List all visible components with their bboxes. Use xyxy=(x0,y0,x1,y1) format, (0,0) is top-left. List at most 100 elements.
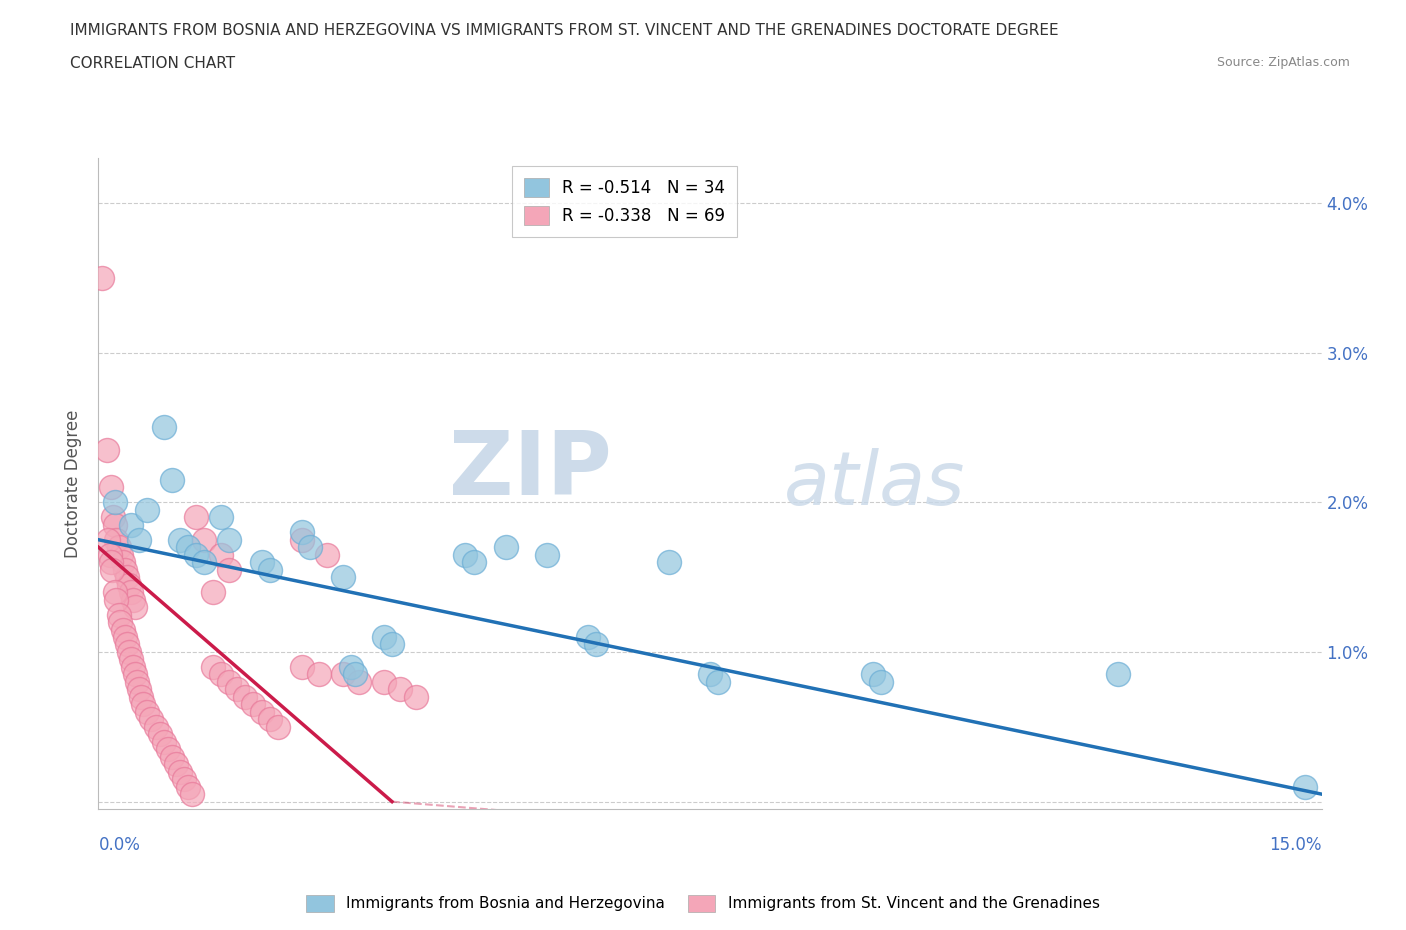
Point xyxy=(104,517,127,532)
Point xyxy=(120,585,142,600)
Point xyxy=(118,578,141,592)
Point xyxy=(120,652,142,667)
Point xyxy=(308,667,330,682)
Point xyxy=(381,637,404,652)
Point xyxy=(332,570,354,585)
Point xyxy=(169,764,191,779)
Text: ZIP: ZIP xyxy=(450,427,612,514)
Point xyxy=(186,510,208,525)
Point xyxy=(97,532,120,547)
Point xyxy=(114,630,136,644)
Point xyxy=(1107,667,1129,682)
Point xyxy=(463,554,485,569)
Y-axis label: Doctorate Degree: Doctorate Degree xyxy=(65,409,83,558)
Point xyxy=(536,547,558,562)
Point xyxy=(110,615,132,630)
Point xyxy=(96,443,118,458)
Point xyxy=(315,547,337,562)
Point xyxy=(209,510,232,525)
Point xyxy=(1294,779,1316,794)
Point xyxy=(344,667,367,682)
Point xyxy=(250,554,273,569)
Point xyxy=(186,547,208,562)
Point xyxy=(454,547,477,562)
Point xyxy=(100,480,122,495)
Point xyxy=(332,667,354,682)
Text: CORRELATION CHART: CORRELATION CHART xyxy=(70,56,235,71)
Point xyxy=(585,637,607,652)
Point xyxy=(250,704,273,719)
Point xyxy=(104,585,127,600)
Point xyxy=(177,539,200,554)
Point xyxy=(233,689,256,704)
Point xyxy=(149,727,172,742)
Point xyxy=(121,592,143,607)
Text: atlas: atlas xyxy=(783,447,965,520)
Point xyxy=(177,779,200,794)
Point xyxy=(160,472,183,487)
Point xyxy=(209,667,232,682)
Point xyxy=(707,674,730,689)
Point xyxy=(125,674,148,689)
Point xyxy=(226,682,249,697)
Point xyxy=(389,682,412,697)
Point xyxy=(136,704,159,719)
Point xyxy=(405,689,427,704)
Point xyxy=(124,667,146,682)
Point xyxy=(120,517,142,532)
Point xyxy=(291,525,314,539)
Point xyxy=(114,563,136,578)
Point xyxy=(259,711,281,726)
Point xyxy=(108,607,131,622)
Point xyxy=(267,719,290,734)
Point xyxy=(340,659,363,674)
Point xyxy=(152,735,174,750)
Point xyxy=(870,674,893,689)
Point xyxy=(201,659,224,674)
Point xyxy=(100,554,122,569)
Point xyxy=(110,547,132,562)
Point xyxy=(124,600,146,615)
Point xyxy=(105,532,128,547)
Point xyxy=(862,667,884,682)
Point xyxy=(145,719,167,734)
Text: IMMIGRANTS FROM BOSNIA AND HERZEGOVINA VS IMMIGRANTS FROM ST. VINCENT AND THE GR: IMMIGRANTS FROM BOSNIA AND HERZEGOVINA V… xyxy=(70,23,1059,38)
Point xyxy=(115,570,138,585)
Point xyxy=(209,547,232,562)
Point xyxy=(160,750,183,764)
Text: Source: ZipAtlas.com: Source: ZipAtlas.com xyxy=(1216,56,1350,69)
Point xyxy=(111,622,134,637)
Point xyxy=(118,644,141,659)
Point xyxy=(373,630,395,644)
Point xyxy=(128,682,150,697)
Point xyxy=(104,495,127,510)
Point xyxy=(181,787,204,802)
Point xyxy=(699,667,721,682)
Point xyxy=(291,659,314,674)
Point xyxy=(576,630,599,644)
Point xyxy=(128,532,150,547)
Point xyxy=(111,554,134,569)
Text: 15.0%: 15.0% xyxy=(1270,836,1322,854)
Point xyxy=(201,585,224,600)
Point xyxy=(91,271,114,286)
Point xyxy=(156,742,179,757)
Point xyxy=(373,674,395,689)
Point xyxy=(242,697,264,711)
Point xyxy=(291,532,314,547)
Legend: Immigrants from Bosnia and Herzegovina, Immigrants from St. Vincent and the Gren: Immigrants from Bosnia and Herzegovina, … xyxy=(301,889,1105,918)
Text: 0.0%: 0.0% xyxy=(98,836,141,854)
Point xyxy=(193,532,215,547)
Point xyxy=(98,547,121,562)
Point xyxy=(218,674,240,689)
Point xyxy=(165,757,187,772)
Point xyxy=(218,532,240,547)
Point xyxy=(495,539,517,554)
Point xyxy=(121,659,143,674)
Point xyxy=(169,532,191,547)
Point xyxy=(218,563,240,578)
Point xyxy=(299,539,322,554)
Point xyxy=(259,563,281,578)
Point xyxy=(152,420,174,435)
Point xyxy=(115,637,138,652)
